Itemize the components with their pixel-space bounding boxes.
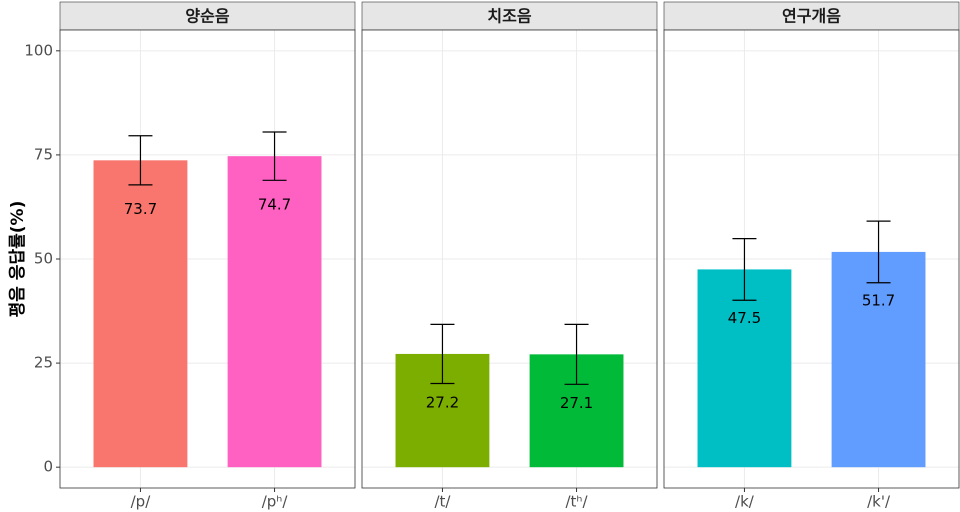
x-tick-label: /k/ (735, 493, 755, 511)
value-label: 27.1 (560, 394, 593, 412)
strip-title: 연구개음 (782, 7, 841, 26)
x-tick-label: /t/ (434, 493, 451, 511)
x-tick-label: /k'/ (867, 493, 891, 511)
strip-title: 양순음 (185, 7, 229, 26)
panel-border (59, 29, 356, 489)
x-tick-label: /p/ (131, 493, 152, 511)
x-tick-label: /tʰ/ (566, 493, 589, 511)
strip-background (663, 1, 960, 31)
error-bar (866, 220, 891, 284)
error-bar (128, 135, 153, 186)
x-tick-label: /pʰ/ (262, 493, 289, 511)
bar (831, 251, 926, 468)
bar (93, 160, 188, 468)
error-bar (732, 237, 757, 301)
bar (697, 269, 792, 468)
error-bar (564, 323, 589, 385)
y-axis-label: 평음 응답률(%) (8, 201, 28, 318)
value-label: 27.2 (426, 393, 459, 411)
strip-background (59, 1, 356, 31)
y-tick-label: 100 (24, 41, 53, 59)
panel-border (361, 29, 658, 489)
strip-title: 치조음 (487, 7, 531, 26)
y-tick-label: 75 (34, 145, 53, 163)
bar (227, 156, 322, 468)
panel-border (663, 29, 960, 489)
value-label: 73.7 (124, 200, 157, 218)
error-bar (262, 131, 287, 181)
y-tick-label: 0 (43, 458, 53, 476)
value-label: 47.5 (728, 309, 761, 327)
value-label: 51.7 (862, 291, 895, 309)
y-tick-label: 25 (34, 354, 53, 372)
y-tick-label: 50 (34, 250, 53, 268)
error-bar (430, 323, 455, 385)
value-label: 74.7 (258, 196, 291, 214)
